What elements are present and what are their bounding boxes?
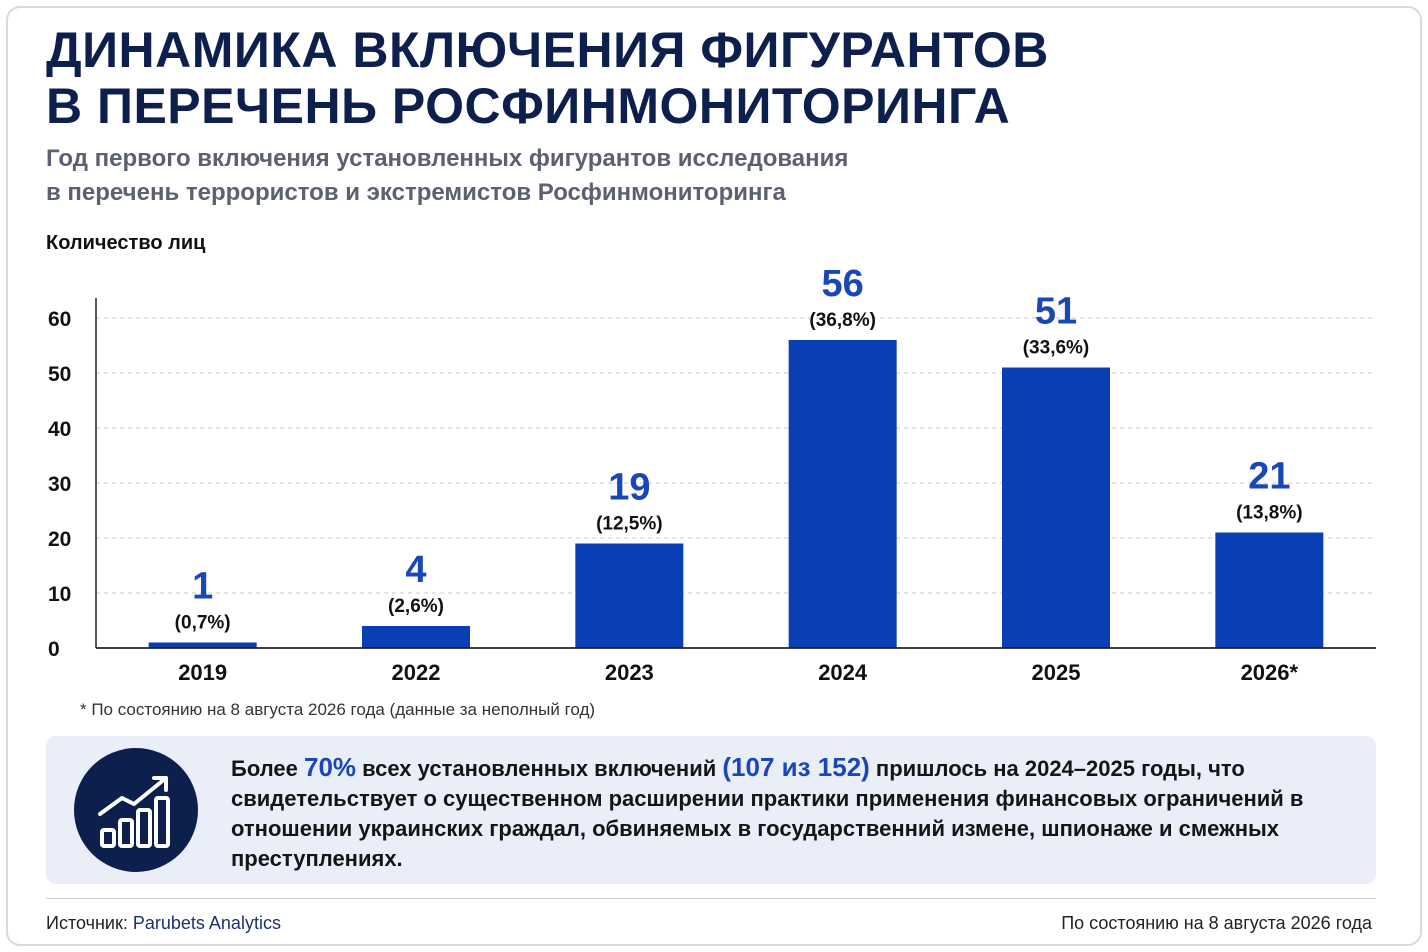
bar-percent-label: (36,8%) xyxy=(809,310,876,331)
summary-text-part-3: пришлось на 2024–2025 годы, что свидетел… xyxy=(231,756,1304,871)
bar-percent-label: (12,5%) xyxy=(596,514,663,535)
bar-percent-label: (33,6%) xyxy=(1023,338,1090,359)
y-axis-label: Количество лиц xyxy=(46,232,206,254)
y-tick-label: 10 xyxy=(48,583,71,606)
bar-value-label: 4 xyxy=(405,549,426,591)
y-tick-label: 20 xyxy=(48,528,71,551)
footer-divider xyxy=(46,898,1376,899)
bar xyxy=(575,543,684,648)
growth-chart-icon xyxy=(74,748,198,872)
x-tick-label: 2019 xyxy=(178,660,227,685)
bar-value-label: 19 xyxy=(608,467,650,509)
bar-value-label: 51 xyxy=(1035,291,1077,333)
x-tick-label: 2025 xyxy=(1032,660,1081,685)
bar xyxy=(1215,532,1324,648)
y-tick-label: 50 xyxy=(48,363,71,386)
subtitle-line-2: в перечень террористов и экстремистов Ро… xyxy=(46,179,786,206)
page-title: ДИНАМИКА ВКЛЮЧЕНИЯ ФИГУРАНТОВ В ПЕРЕЧЕНЬ… xyxy=(46,22,1049,134)
as-of-date: По состоянию на 8 августа 2026 года xyxy=(1061,913,1372,933)
x-tick-label: 2024 xyxy=(818,660,868,685)
bar xyxy=(148,642,257,648)
footnote: * По состоянию на 8 августа 2026 года (д… xyxy=(80,700,596,719)
bar-value-label: 56 xyxy=(822,263,864,305)
page-subtitle: Год первого включения установленных фигу… xyxy=(46,142,848,210)
bar-percent-label: (0,7%) xyxy=(175,613,231,634)
bar-percent-label: (13,8%) xyxy=(1236,503,1303,524)
x-tick-label: 2023 xyxy=(605,660,654,685)
bar-value-label: 21 xyxy=(1248,456,1290,498)
title-line-1: ДИНАМИКА ВКЛЮЧЕНИЯ ФИГУРАНТОВ xyxy=(46,22,1049,78)
summary-text-part-2: всех установленных включений xyxy=(356,756,723,781)
summary-highlight-percent: 70% xyxy=(303,752,357,782)
summary-text-part-1: Более xyxy=(231,756,304,781)
x-tick-label: 2026* xyxy=(1241,660,1299,685)
source-name: Parubets Analytics xyxy=(132,913,281,933)
bar xyxy=(362,626,470,648)
title-line-2: В ПЕРЕЧЕНЬ РОСФИНМОНИТОРИНГА xyxy=(46,78,1011,134)
bar-value-label: 1 xyxy=(192,566,213,608)
subtitle-line-1: Год первого включения установленных фигу… xyxy=(46,145,849,172)
y-tick-label: 60 xyxy=(48,308,71,331)
y-tick-label: 30 xyxy=(48,473,71,496)
summary-callout: Более 70% всех установленных включений (… xyxy=(46,736,1376,884)
y-tick-label: 40 xyxy=(48,418,71,441)
bar xyxy=(788,340,897,648)
source-credit: Источник: Parubets Analytics xyxy=(46,913,281,934)
summary-highlight-count: (107 из 152) xyxy=(722,752,870,782)
bar-percent-label: (2,6%) xyxy=(388,596,444,617)
y-tick-label: 0 xyxy=(48,638,60,661)
summary-text: Более 70% всех установленных включений (… xyxy=(231,752,1351,874)
x-tick-label: 2022 xyxy=(392,660,441,685)
source-label: Источник: xyxy=(46,913,133,933)
bar xyxy=(1002,367,1110,648)
